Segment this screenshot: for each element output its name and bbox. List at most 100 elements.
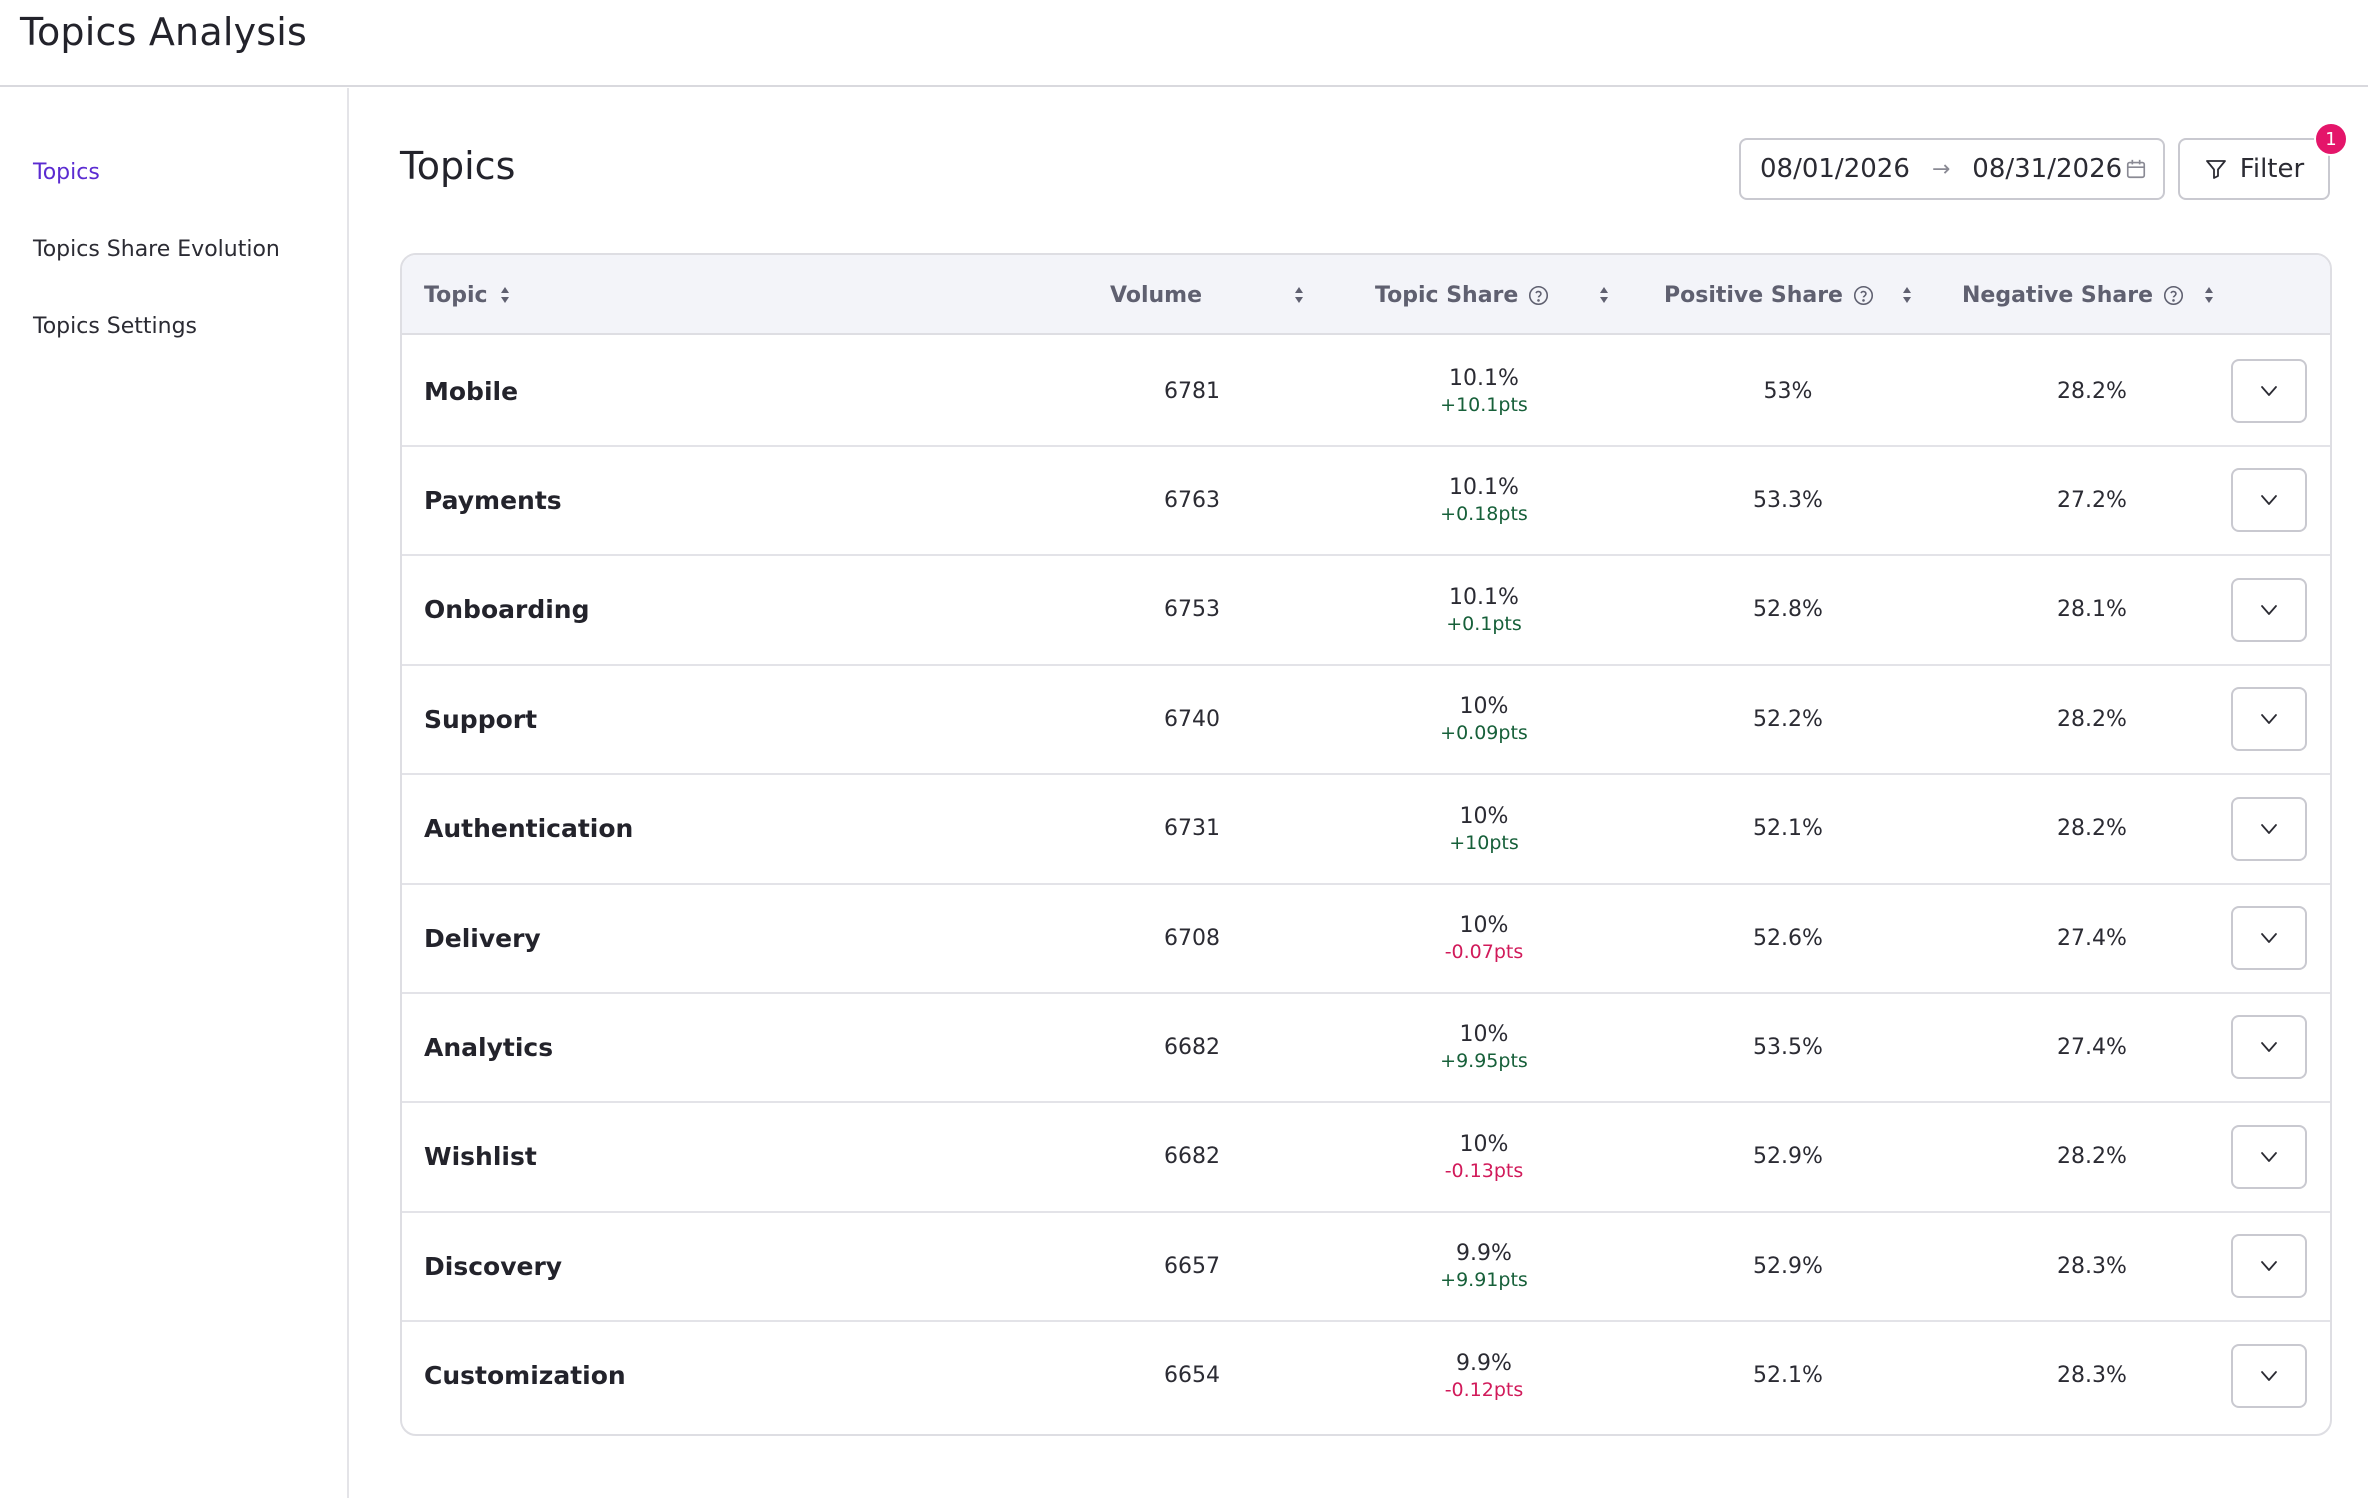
expand-row-button[interactable] [2231,906,2307,970]
expand-row-button[interactable] [2231,796,2307,861]
topic-share-delta: -0.07pts [1444,941,1524,963]
chevron-down-icon [2261,1042,2277,1053]
expand-row-button[interactable] [2231,577,2307,642]
filter-count-badge: 1 [2314,122,2348,156]
topic-name: Authentication [424,814,634,844]
topic-share-value: 9.9% [1456,1241,1512,1267]
sidebar-item-topics-share-evolution[interactable]: Topics Share Evolution [33,237,280,262]
chevron-down-icon [2261,823,2277,834]
sort-icon[interactable] [1900,281,1914,309]
topic-share-value: 10% [1459,913,1509,938]
topics-table: Topic Volume Topic Share Positive Share … [400,253,2332,1436]
topic-share-value: 10.1% [1449,475,1519,501]
table-row: Analytics 6682 10% +9.95pts 53.5% 27.4% [402,993,2330,1104]
help-icon[interactable] [2163,285,2184,306]
negative-share-cell: 28.2% [2057,816,2127,842]
topic-share-cell: 10.1% +0.18pts [1364,446,1604,554]
topic-name: Support [424,704,538,734]
column-header-positive-share[interactable]: Positive Share [1664,255,1874,335]
topic-share-cell: 10.1% +0.1pts [1364,556,1604,664]
expand-row-button[interactable] [2231,1124,2307,1189]
table-row: Mobile 6781 10.1% +10.1pts 53% 28.2% [402,337,2330,447]
volume-cell: 6654 [1164,1363,1220,1389]
topic-share-delta: +10pts [1449,831,1519,854]
expand-row-button[interactable] [2231,1343,2307,1408]
calendar-icon [2126,159,2146,179]
topic-share-delta: +0.09pts [1440,722,1528,745]
topic-share-cell: 10% -0.13pts [1364,1103,1604,1211]
chevron-down-icon [2261,604,2277,615]
positive-share-cell: 52.1% [1753,816,1823,842]
topic-name: Delivery [424,923,541,953]
topic-share-cell: 10% +9.95pts [1364,993,1604,1101]
topic-share-cell: 9.9% -0.12pts [1364,1322,1604,1430]
positive-share-cell: 53% [1763,378,1813,404]
chevron-down-icon [2261,1151,2277,1162]
start-date[interactable]: 08/01/2026 [1760,154,1910,184]
main-content: Topics 08/01/2026 → 08/31/2026 Filter 1 … [350,88,2368,1498]
sidebar-item-topics-settings[interactable]: Topics Settings [33,314,198,339]
negative-share-cell: 27.2% [2057,487,2127,513]
expand-row-button[interactable] [2231,359,2307,423]
sidebar-item-topics[interactable]: Topics [33,160,100,185]
negative-share-cell: 28.2% [2057,706,2127,732]
negative-share-cell: 27.4% [2057,1034,2127,1060]
topic-share-value: 10% [1459,694,1509,720]
topic-share-cell: 10.1% +10.1pts [1364,337,1604,445]
negative-share-cell: 28.3% [2057,1253,2127,1279]
table-row: Customization 6654 9.9% -0.12pts 52.1% 2… [402,1322,2330,1432]
column-header-negative-share[interactable]: Negative Share [1962,255,2184,335]
topic-name: Discovery [424,1251,563,1281]
topic-share-delta: -0.13pts [1444,1159,1524,1182]
column-header-topic-share[interactable]: Topic Share [1375,255,1549,335]
help-icon[interactable] [1528,285,1549,306]
negative-share-cell: 28.1% [2057,597,2127,623]
volume-cell: 6682 [1164,1034,1220,1060]
table-row: Wishlist 6682 10% -0.13pts 52.9% 28.2% [402,1103,2330,1213]
column-header-topic[interactable]: Topic [424,255,512,335]
sort-icon[interactable] [498,281,512,309]
table-row: Authentication 6731 10% +10pts 52.1% 28.… [402,775,2330,885]
positive-share-cell: 52.1% [1753,1363,1823,1389]
filter-label: Filter [2239,154,2305,184]
positive-share-cell: 52.8% [1753,597,1823,623]
column-header-volume[interactable]: Volume [1110,282,1202,308]
positive-share-cell: 52.6% [1753,925,1823,951]
sidebar: Topics Topics Share Evolution Topics Set… [0,88,349,1498]
topic-share-delta: +9.95pts [1440,1050,1528,1073]
help-icon[interactable] [1853,285,1874,306]
topic-name: Mobile [424,376,519,406]
topic-name: Customization [424,1361,626,1391]
expand-row-button[interactable] [2231,468,2307,533]
expand-row-button[interactable] [2231,1234,2307,1299]
table-row: Discovery 6657 9.9% +9.91pts 52.9% 28.3% [402,1212,2330,1323]
table-row: Support 6740 10% +0.09pts 52.2% 28.2% [402,665,2330,776]
app-title: Topics Analysis [20,10,308,54]
expand-row-button[interactable] [2231,1015,2307,1080]
topic-share-delta: +0.1pts [1446,612,1522,635]
topic-share-value: 10% [1459,1022,1509,1048]
topic-share-cell: 10% +10pts [1364,775,1604,883]
volume-cell: 6753 [1164,597,1220,623]
end-date[interactable]: 08/31/2026 [1972,154,2123,184]
topic-share-delta: +0.18pts [1440,503,1528,526]
table-header: Topic Volume Topic Share Positive Share … [402,255,2330,335]
volume-cell: 6731 [1164,816,1220,842]
expand-row-button[interactable] [2231,687,2307,752]
topic-share-value: 10% [1459,1131,1509,1157]
topic-name: Onboarding [424,595,590,625]
sort-icon[interactable] [1597,281,1611,309]
filter-button[interactable]: Filter [2178,138,2330,200]
sort-icon[interactable] [2202,281,2216,309]
volume-cell: 6708 [1164,925,1220,951]
negative-share-cell: 28.3% [2057,1363,2127,1389]
chevron-down-icon [2261,386,2277,396]
topic-share-cell: 10% +0.09pts [1364,665,1604,773]
topic-share-value: 10.1% [1449,584,1519,610]
negative-share-cell: 28.2% [2057,378,2127,404]
date-range-picker[interactable]: 08/01/2026 → 08/31/2026 [1739,138,2165,200]
sort-icon[interactable] [1292,281,1306,309]
positive-share-cell: 52.9% [1753,1253,1823,1279]
volume-cell: 6781 [1164,378,1220,404]
topic-share-value: 9.9% [1456,1350,1512,1376]
